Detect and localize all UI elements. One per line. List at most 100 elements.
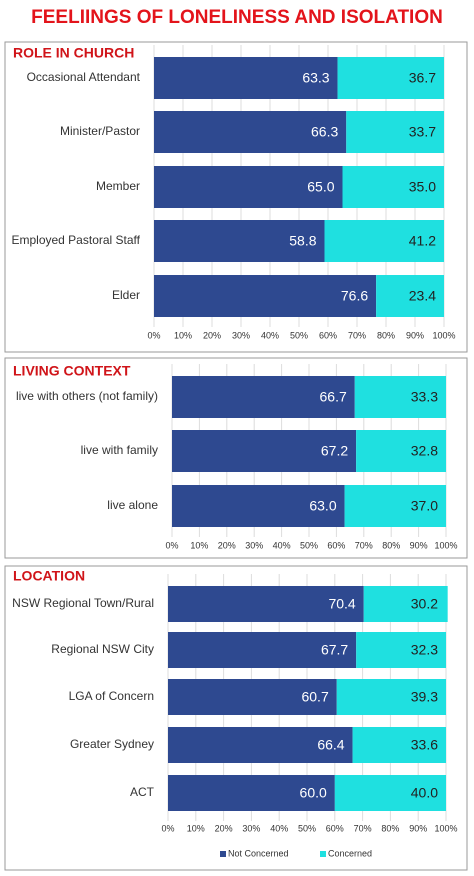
bar-segment [154,111,347,153]
data-label: 63.3 [302,70,329,86]
data-label: 35.0 [409,179,436,195]
bar-segment [356,430,446,472]
x-tick-label: 40% [273,540,291,550]
x-tick-label: 100% [432,330,455,340]
x-tick-label: 30% [232,330,250,340]
bar-segment [356,632,446,668]
page-title: FEELIINGS OF LONELINESS AND ISOLATION [31,7,443,28]
bar-segment [154,57,338,99]
data-label: 23.4 [409,288,436,304]
bar-segment [346,111,444,153]
bar-segment [363,586,448,622]
bar-segment [354,376,446,418]
x-tick-label: 80% [382,540,400,550]
x-tick-label: 0% [161,823,174,833]
x-tick-label: 80% [377,330,395,340]
panel-title: LIVING CONTEXT [13,363,131,379]
x-tick-label: 50% [300,540,318,550]
category-label: Employed Pastoral Staff [11,233,140,247]
panel-title: LOCATION [13,568,85,584]
x-tick-label: 30% [242,823,260,833]
x-tick-label: 10% [187,823,205,833]
bar-segment [344,485,446,527]
panel-frame [4,565,468,871]
panel-title: ROLE IN CHURCH [13,45,134,61]
x-tick-label: 60% [327,540,345,550]
data-label: 60.7 [301,689,328,705]
bar-segment [168,727,353,763]
panel-frame [4,357,468,559]
data-label: 37.0 [411,498,438,514]
legend-swatch [320,851,326,857]
data-label: 36.7 [409,70,436,86]
bar-segment [376,275,444,317]
data-label: 40.0 [411,785,438,801]
data-label: 32.3 [411,642,438,658]
data-label: 60.0 [300,785,327,801]
x-tick-label: 30% [245,540,263,550]
data-label: 33.7 [409,124,436,140]
x-tick-label: 20% [203,330,221,340]
x-tick-label: 10% [174,330,192,340]
x-tick-label: 40% [261,330,279,340]
bar-segment [352,727,446,763]
category-label: LGA of Concern [69,689,154,703]
x-tick-label: 60% [326,823,344,833]
data-label: 67.7 [321,642,348,658]
legend-label: Not Concerned [228,848,289,858]
bar-segment [324,220,444,262]
x-tick-label: 10% [190,540,208,550]
data-label: 70.4 [328,596,355,612]
bar-segment [342,166,444,208]
category-label: ACT [130,785,155,799]
x-tick-label: 90% [406,330,424,340]
data-label: 67.2 [321,443,348,459]
data-label: 33.3 [411,389,438,405]
x-tick-label: 90% [409,823,427,833]
x-tick-label: 20% [215,823,233,833]
legend-swatch [220,851,226,857]
data-label: 58.8 [289,233,316,249]
data-label: 41.2 [409,233,436,249]
panel-frame [4,41,468,353]
x-tick-label: 100% [434,540,457,550]
x-tick-label: 0% [147,330,160,340]
x-tick-label: 60% [319,330,337,340]
bar-segment [334,775,446,811]
x-tick-label: 70% [354,823,372,833]
bar-segment [336,679,446,715]
x-tick-label: 0% [165,540,178,550]
x-tick-label: 70% [355,540,373,550]
data-label: 32.8 [411,443,438,459]
x-tick-label: 90% [410,540,428,550]
category-label: NSW Regional Town/Rural [12,596,154,610]
x-tick-label: 80% [381,823,399,833]
bar-segment [172,430,357,472]
bar-segment [168,775,335,811]
category-label: live alone [107,498,158,512]
x-tick-label: 50% [290,330,308,340]
x-tick-label: 40% [270,823,288,833]
data-label: 65.0 [307,179,334,195]
bar-segment [172,376,355,418]
data-label: 39.3 [411,689,438,705]
bar-segment [154,275,377,317]
bar-segment [154,220,325,262]
bar-segment [172,485,345,527]
category-label: Minister/Pastor [60,124,140,138]
bar-segment [168,632,357,668]
x-tick-label: 20% [218,540,236,550]
bar-segment [154,166,343,208]
data-label: 33.6 [411,737,438,753]
data-label: 66.7 [320,389,347,405]
category-label: Greater Sydney [70,737,154,751]
data-label: 63.0 [309,498,336,514]
data-label: 66.3 [311,124,338,140]
data-label: 76.6 [341,288,368,304]
x-tick-label: 70% [348,330,366,340]
bar-segment [168,586,364,622]
legend-label: Concerned [328,848,372,858]
category-label: Elder [112,288,140,302]
bar-segment [337,57,444,99]
